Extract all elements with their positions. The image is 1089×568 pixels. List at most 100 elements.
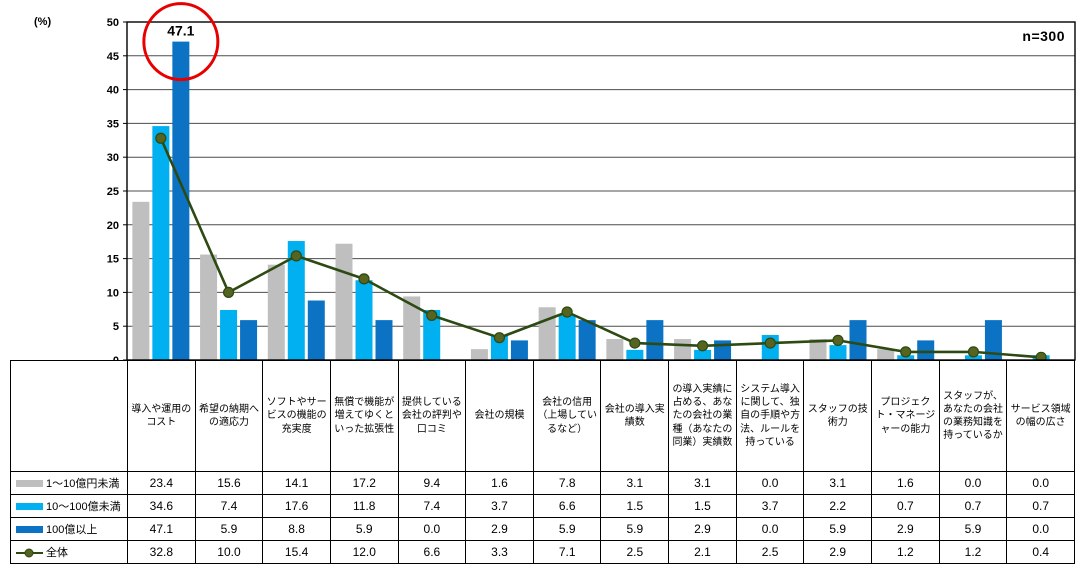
category-header-9: システム導入に関して、独自の手順や方法、ルールを持っている	[735, 360, 805, 472]
value-cell-0-1: 15.6	[194, 471, 264, 495]
line-marker-0	[155, 132, 167, 144]
value-cell-0-8: 3.1	[668, 471, 737, 495]
y-tick-label: 25	[107, 186, 119, 198]
bar-100億以上-8	[714, 340, 732, 360]
value-cell-3-13: 0.4	[1006, 540, 1075, 564]
value-cell-0-4: 9.4	[397, 471, 467, 495]
bar-10～100億未満-11	[897, 355, 915, 360]
value-cell-2-12: 5.9	[938, 517, 1008, 541]
category-header-7: 会社の導入実績数	[600, 360, 670, 472]
bar-10～100億未満-0	[152, 126, 170, 360]
annotation-value-label: 47.1	[167, 23, 194, 39]
category-header-8: の導入実績に占める、あなたの会社の業種（あなたの同業）実績数	[668, 360, 737, 472]
table-header-row: 導入や運用のコスト 希望の納期への適応力 ソフトやサービスの機能の充実度 無償で機能が…	[10, 360, 1075, 472]
value-cell-1-12: 0.7	[938, 494, 1008, 518]
value-cell-1-2: 17.6	[262, 494, 331, 518]
line-marker-12	[967, 346, 980, 358]
value-cell-2-1: 5.9	[194, 517, 264, 541]
category-header-5: 会社の規模	[465, 360, 534, 472]
bar-10～100億未満-2	[287, 241, 305, 360]
bar-100億以上-6	[578, 320, 596, 360]
value-cell-0-12: 0.0	[938, 471, 1008, 495]
y-axis-unit-label: (%)	[34, 16, 52, 28]
value-cell-3-0: 32.8	[127, 540, 196, 564]
value-cell-3-9: 2.5	[735, 540, 805, 564]
category-header-13: サービス領域の幅の広さ	[1006, 360, 1075, 472]
category-header-4: 提供している会社の評判や口コミ	[397, 360, 467, 472]
table-row: 10～100億未満 34.6 7.4 17.6 11.8 7.4 3.7 6.6 1.5 1.5 3…	[10, 494, 1075, 518]
y-tick-label: 35	[107, 118, 119, 130]
line-marker-2	[290, 250, 302, 262]
value-cell-1-7: 1.5	[600, 494, 670, 518]
bar-100億以上-2	[307, 300, 325, 360]
category-header-10: スタッフの技術力	[803, 360, 873, 472]
value-cell-0-11: 1.6	[871, 471, 940, 495]
bar-1～10億円未満-10	[809, 339, 827, 360]
legend-line-marker-icon	[16, 547, 43, 559]
value-cell-3-7: 2.5	[600, 540, 670, 564]
value-cell-0-6: 7.8	[532, 471, 602, 495]
value-cell-3-4: 6.6	[397, 540, 467, 564]
bar-1～10億円未満-11	[877, 349, 895, 360]
bar-1～10億円未満-5	[470, 349, 488, 360]
value-cell-3-3: 12.0	[329, 540, 399, 564]
bar-100億以上-1	[240, 320, 258, 360]
y-tick-label: 15	[107, 254, 119, 266]
value-cell-2-3: 5.9	[329, 517, 399, 541]
data-table: 導入や運用のコスト 希望の納期への適応力 ソフトやサービスの機能の充実度 無償で機能が…	[10, 360, 1075, 564]
legend-label: 全体	[46, 547, 68, 559]
value-cell-1-11: 0.7	[871, 494, 940, 518]
category-header-0: 導入や運用のコスト	[127, 360, 196, 472]
bar-10～100億未満-1	[220, 309, 238, 360]
legend-label: 10～100億未満	[46, 501, 121, 513]
value-cell-2-11: 2.9	[871, 517, 940, 541]
value-cell-2-0: 47.1	[127, 517, 196, 541]
line-marker-5	[493, 332, 506, 344]
bar-10～100億未満-7	[626, 349, 644, 360]
value-cell-1-5: 3.7	[465, 494, 534, 518]
bar-1～10億円未満-7	[606, 339, 624, 360]
bar-1～10億円未満-6	[538, 307, 556, 360]
value-cell-3-10: 2.9	[803, 540, 873, 564]
value-cell-0-7: 3.1	[600, 471, 670, 495]
value-cell-2-13: 0.0	[1006, 517, 1075, 541]
bar-10～100億未満-8	[694, 349, 712, 360]
y-tick-label: 5	[113, 321, 119, 333]
value-cell-1-3: 11.8	[329, 494, 399, 518]
bar-100億以上-11	[917, 340, 935, 360]
bar-1～10億円未満-3	[335, 243, 353, 360]
value-cell-0-3: 17.2	[329, 471, 399, 495]
y-tick-label: 40	[107, 85, 119, 97]
legend-bar-swatch-icon	[16, 503, 43, 511]
y-tick-label: 30	[107, 152, 119, 164]
value-cell-0-10: 3.1	[803, 471, 873, 495]
category-header-6: 会社の信用（上場しているなど）	[532, 360, 602, 472]
y-tick-label: 45	[107, 51, 119, 63]
legend-cell-1～10億円未満: 1～10億円未満	[10, 471, 128, 495]
y-tick-label: 50	[107, 17, 119, 29]
value-cell-1-0: 34.6	[127, 494, 196, 518]
bar-100億以上-0	[172, 41, 190, 360]
value-cell-2-2: 8.8	[262, 517, 331, 541]
value-cell-2-10: 5.9	[803, 517, 873, 541]
value-cell-0-2: 14.1	[262, 471, 331, 495]
bar-100億以上-10	[849, 320, 867, 360]
value-cell-2-8: 2.9	[668, 517, 737, 541]
value-cell-1-4: 7.4	[397, 494, 467, 518]
overall-line	[159, 137, 1042, 359]
line-marker-1	[222, 286, 235, 298]
value-cell-3-11: 1.2	[871, 540, 940, 564]
line-marker-7	[629, 337, 641, 349]
bar-1～10億円未満-8	[674, 339, 692, 360]
bar-1～10億円未満-4	[403, 296, 421, 360]
line-marker-6	[561, 306, 573, 318]
bar-10～100億未満-12	[964, 355, 982, 360]
bar-10～100億未満-3	[355, 280, 373, 360]
category-header-1: 希望の納期への適応力	[194, 360, 264, 472]
line-marker-8	[696, 340, 709, 352]
value-cell-3-1: 10.0	[194, 540, 264, 564]
line-marker-9	[764, 337, 776, 349]
legend-bar-swatch-icon	[16, 480, 43, 488]
